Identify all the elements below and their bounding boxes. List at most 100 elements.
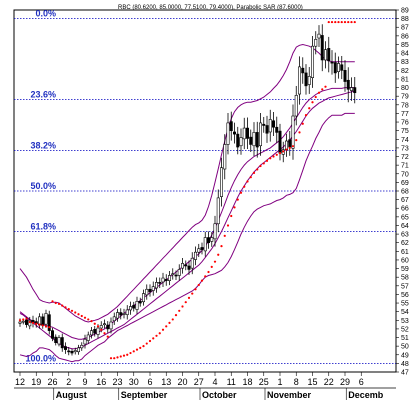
- sar-dot: [288, 146, 291, 150]
- sar-dot: [113, 357, 116, 360]
- candle: [122, 308, 126, 319]
- candle-body: [265, 125, 269, 134]
- candle-body: [93, 329, 97, 334]
- candle: [70, 348, 74, 356]
- candle-body: [116, 312, 120, 319]
- sar-dot: [200, 279, 204, 282]
- sar-dot: [324, 85, 327, 88]
- candle-body: [200, 247, 204, 250]
- candle-body: [268, 119, 272, 133]
- candle-body: [64, 346, 68, 350]
- month-label: November: [267, 390, 312, 400]
- sar-dot: [330, 20, 334, 24]
- candle: [60, 333, 64, 352]
- bollinger-bands: [19, 43, 355, 363]
- x-tick-label: 9: [82, 377, 87, 387]
- candle-body: [187, 265, 191, 270]
- candle-body: [216, 197, 220, 225]
- candle: [86, 331, 90, 344]
- y-tick-label: 79: [401, 94, 409, 101]
- candle-body: [323, 49, 327, 61]
- month-label: Decemb: [348, 390, 384, 400]
- candle: [353, 77, 357, 104]
- sar-dot: [223, 234, 226, 237]
- candle: [106, 321, 110, 333]
- candle: [171, 268, 175, 280]
- sar-dot: [246, 180, 249, 183]
- sar-dot: [298, 131, 301, 134]
- y-tick-label: 71: [401, 163, 409, 170]
- fib-label: 38.2%: [30, 140, 56, 150]
- candle-body: [213, 223, 217, 240]
- sar-dot: [191, 292, 194, 295]
- candle-body: [90, 330, 94, 336]
- sar-dot: [25, 317, 28, 320]
- y-tick-label: 74: [401, 137, 409, 144]
- candle: [138, 297, 142, 307]
- candle: [349, 77, 353, 101]
- y-tick-label: 53: [401, 318, 409, 325]
- sar-dot: [230, 214, 233, 218]
- candle-body: [252, 132, 256, 147]
- sar-dot: [41, 324, 44, 327]
- month-label: October: [202, 390, 237, 400]
- sar-dot: [194, 288, 197, 291]
- candle: [64, 342, 68, 354]
- candle: [103, 319, 107, 329]
- candle: [119, 308, 123, 320]
- sar-dot: [57, 302, 61, 306]
- candle-body: [161, 277, 165, 283]
- candle: [343, 60, 347, 92]
- sar-dot: [61, 304, 64, 307]
- candle: [129, 301, 133, 315]
- candle: [327, 36, 331, 73]
- candle-body: [255, 132, 259, 148]
- candle: [135, 296, 139, 315]
- candle-body: [99, 325, 103, 329]
- candle: [54, 334, 58, 346]
- candle-body: [194, 251, 198, 260]
- candle: [174, 270, 178, 280]
- sar-dot: [327, 20, 330, 24]
- candle-body: [184, 264, 188, 267]
- bollinger-upper: [19, 43, 355, 323]
- sar-dot: [135, 348, 139, 351]
- candle-body: [294, 95, 298, 117]
- y-tick-label: 81: [401, 76, 409, 83]
- x-tick-label: 20: [177, 377, 187, 387]
- sar-dot: [285, 148, 288, 151]
- y-tick-label: 72: [401, 154, 409, 161]
- candle-body: [207, 237, 211, 244]
- sar-dot: [181, 305, 184, 308]
- candle: [177, 264, 181, 281]
- candle-body: [258, 122, 262, 147]
- sar-dot: [171, 318, 174, 321]
- y-tick-label: 63: [401, 232, 409, 239]
- sar-dot: [243, 185, 246, 188]
- sar-dot: [236, 198, 239, 201]
- candle: [116, 308, 120, 322]
- y-tick-label: 80: [401, 85, 409, 92]
- candle: [145, 284, 149, 300]
- y-tick-label: 76: [401, 120, 409, 127]
- candle: [190, 252, 194, 275]
- sar-dot: [103, 332, 106, 335]
- candle-body: [233, 131, 237, 135]
- candle-body: [168, 275, 172, 281]
- y-tick-label: 82: [401, 68, 409, 75]
- sar-dot: [119, 355, 122, 358]
- candle: [233, 122, 237, 144]
- bollinger-middle: [19, 87, 355, 340]
- candle: [216, 189, 220, 233]
- candle-body: [67, 350, 71, 353]
- candle: [323, 41, 327, 69]
- y-tick-label: 78: [401, 102, 409, 109]
- sar-dot: [74, 311, 77, 314]
- candle-body: [174, 274, 178, 277]
- candle-body: [336, 63, 340, 72]
- candle-body: [155, 282, 159, 289]
- candle-body: [77, 347, 81, 353]
- sar-dot: [210, 265, 213, 268]
- candle: [155, 277, 159, 293]
- candle-body: [291, 115, 295, 149]
